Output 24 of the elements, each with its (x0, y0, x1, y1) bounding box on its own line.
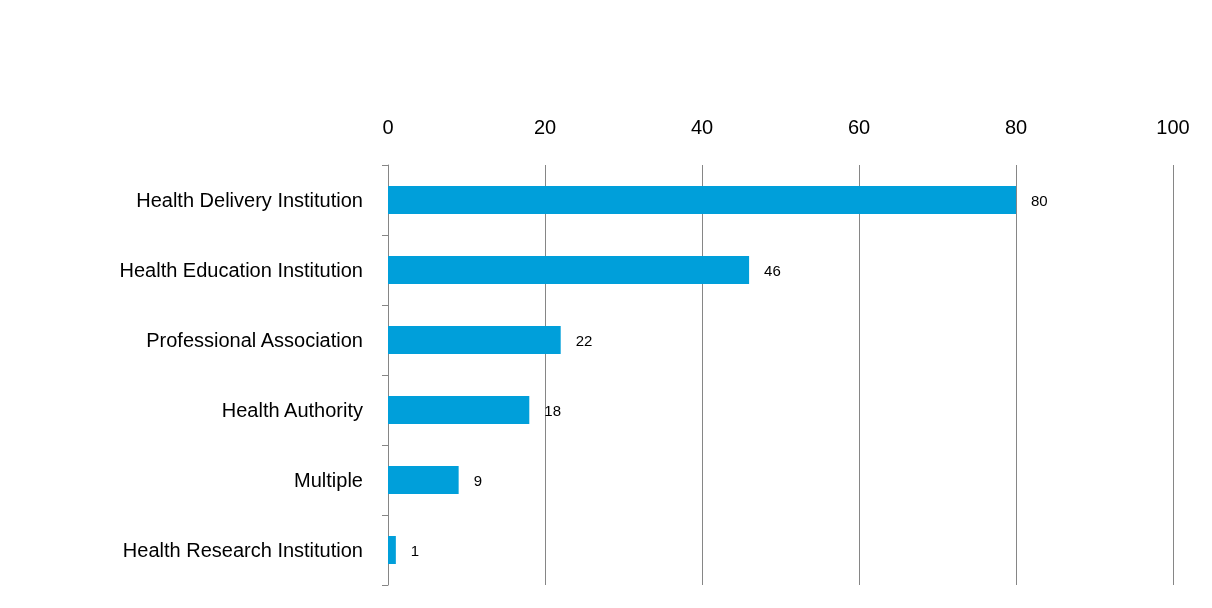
data-label: 80 (1031, 191, 1048, 209)
data-label: 1 (410, 541, 420, 559)
bar (388, 256, 750, 284)
bar (388, 186, 1016, 214)
bar (388, 326, 561, 354)
bar (388, 396, 530, 424)
x-tick-label: 60 (847, 116, 871, 138)
data-label: 46 (764, 261, 781, 279)
data-label: 18 (544, 401, 561, 419)
y-tick-label: Health Research Institution (122, 539, 363, 561)
data-label: 9 (473, 471, 482, 489)
y-tick-label: Health Education Institution (119, 259, 363, 281)
y-tick-label: Multiple (294, 469, 363, 491)
bar (388, 536, 396, 564)
x-tick-label: 20 (533, 116, 557, 138)
bar (388, 466, 459, 494)
x-tick-label: 0 (382, 116, 394, 138)
x-tick-label: 80 (1004, 116, 1028, 138)
data-label: 22 (575, 331, 593, 349)
x-tick-label: 40 (690, 116, 714, 138)
y-tick-label: Health Authority (221, 399, 363, 421)
y-tick-label: Professional Association (146, 329, 363, 351)
y-tick-label: Health Delivery Institution (136, 189, 363, 211)
x-tick-label: 100 (1156, 116, 1190, 138)
